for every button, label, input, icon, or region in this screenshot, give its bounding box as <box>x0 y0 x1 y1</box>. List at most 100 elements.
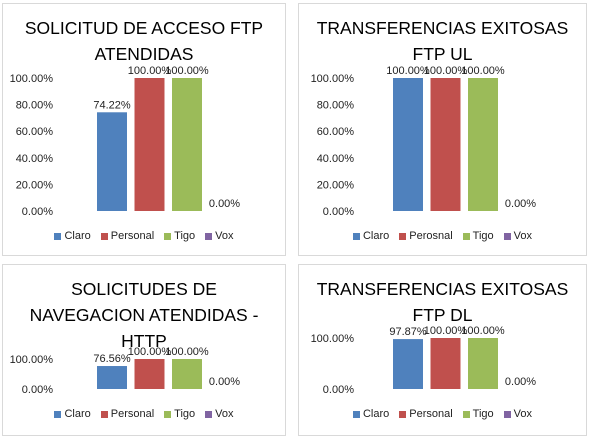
chart-legend: Claro Personal Tigo Vox <box>299 408 586 420</box>
data-label: 100.00% <box>128 65 172 77</box>
legend-item: Vox <box>205 408 234 420</box>
legend-swatch <box>352 410 360 418</box>
chart-title-line: HTTP <box>121 331 167 351</box>
legend-swatch <box>503 232 511 240</box>
chart-title: SOLICITUD DE ACCESO FTP ATENDIDAS <box>3 15 285 67</box>
y-tick-label: 60.00% <box>317 126 355 138</box>
bar-chart: 0.00%100.00%97.87%100.00%100.00%0.00% <box>311 325 537 396</box>
legend-item: Vox <box>503 408 533 420</box>
bar-tigo <box>172 78 202 211</box>
y-tick-label: 0.00% <box>22 206 53 218</box>
legend-label: Tigo <box>472 408 494 420</box>
chart-title-line: TRANSFERENCIAS EXITOSAS <box>316 279 569 299</box>
legend-item: Claro <box>352 408 390 420</box>
data-label: 76.56% <box>93 353 131 365</box>
bar-claro <box>97 366 127 389</box>
chart-title: TRANSFERENCIAS EXITOSAS FTP UL <box>299 15 586 67</box>
chart-title-line: FTP DL <box>412 305 473 325</box>
legend-label: Tigo <box>472 230 494 242</box>
data-label: 0.00% <box>209 198 240 210</box>
data-label: 0.00% <box>505 198 536 210</box>
legend-item: Personal <box>399 408 453 420</box>
legend-item: Claro <box>352 230 389 242</box>
chart-title-line: SOLICITUD DE ACCESO FTP <box>24 18 264 38</box>
legend-item: Personal <box>100 408 155 420</box>
legend-swatch <box>205 232 213 240</box>
legend-label: Personal <box>110 408 155 420</box>
legend-label: Personal <box>409 408 453 420</box>
chart-panel-http: SOLICITUDES DE NAVEGACION ATENDIDAS - HT… <box>2 264 286 436</box>
y-tick-label: 100.00% <box>10 354 54 366</box>
chart-title: SOLICITUDES DE NAVEGACION ATENDIDAS - HT… <box>3 276 285 354</box>
chart-title-line: TRANSFERENCIAS EXITOSAS <box>316 18 569 38</box>
y-tick-label: 80.00% <box>317 100 355 112</box>
y-tick-label: 80.00% <box>16 100 54 112</box>
legend-item: Personal <box>100 230 155 242</box>
data-label: 97.87% <box>389 326 427 338</box>
legend-item: Tigo <box>462 408 494 420</box>
bar-chart: 0.00%20.00%40.00%60.00%80.00%100.00%100.… <box>311 65 537 218</box>
data-label: 100.00% <box>424 65 468 77</box>
legend-label: Personal <box>110 230 155 242</box>
data-label: 100.00% <box>128 346 172 358</box>
y-tick-label: 100.00% <box>311 333 355 345</box>
bar-personal <box>430 338 461 389</box>
y-tick-label: 60.00% <box>16 126 54 138</box>
chart-title-line: SOLICITUDES DE <box>71 279 217 299</box>
legend-swatch <box>352 232 360 240</box>
data-label: 0.00% <box>209 376 240 388</box>
bar-chart: 0.00%100.00% 76.56%100.00%100.00%0.00% <box>10 346 241 396</box>
legend-swatch <box>399 410 407 418</box>
data-label: 100.00% <box>386 65 430 77</box>
legend-label: Tigo <box>174 230 196 242</box>
legend-swatch <box>100 410 108 418</box>
data-label: 100.00% <box>165 65 209 77</box>
chart-panel-ftp-dl: TRANSFERENCIAS EXITOSAS FTP DL 0.00% 100.… <box>298 264 587 436</box>
bar-chart: 0.00% 20.00% 40.00% 60.00% 80.00% 100.00% 74.2… <box>10 65 241 218</box>
legend-swatch <box>462 410 470 418</box>
data-label: 0.00% <box>505 376 536 388</box>
chart-legend: Claro Personal Tigo Vox <box>3 230 285 242</box>
y-tick-label: 0.00% <box>22 384 53 396</box>
legend-label: Tigo <box>174 408 196 420</box>
bar-claro <box>393 339 423 389</box>
chart-title-line: NAVEGACION ATENDIDAS - <box>29 305 259 325</box>
legend-label: Claro <box>64 408 91 420</box>
legend-label: Vox <box>215 230 234 242</box>
legend-swatch <box>54 410 62 418</box>
legend-label: Vox <box>513 230 533 242</box>
data-label: 74.22% <box>93 99 131 111</box>
bar-claro <box>393 78 423 211</box>
legend-label: Vox <box>215 408 234 420</box>
y-tick-label: 20.00% <box>317 179 355 191</box>
bar-tigo <box>468 338 498 389</box>
data-label: 100.00% <box>165 346 209 358</box>
legend-swatch <box>462 232 470 240</box>
legend-swatch <box>399 232 407 240</box>
legend-label: Vox <box>513 408 533 420</box>
chart-title: TRANSFERENCIAS EXITOSAS FTP DL <box>299 276 586 328</box>
data-label: 100.00% <box>424 325 468 337</box>
legend-item: Claro <box>54 230 91 242</box>
y-tick-label: 100.00% <box>311 73 355 85</box>
chart-panel-ftp-access: SOLICITUD DE ACCESO FTP ATENDIDAS 0.00% 2… <box>2 3 286 256</box>
legend-item: Vox <box>205 230 234 242</box>
chart-legend: Claro Perosnal Tigo Vox <box>299 230 586 242</box>
legend-label: Claro <box>64 230 91 242</box>
data-label: 100.00% <box>461 65 505 77</box>
chart-title-line: FTP UL <box>412 44 473 64</box>
legend-item: Claro <box>54 408 91 420</box>
legend-swatch <box>54 232 62 240</box>
legend-item: Vox <box>503 230 533 242</box>
legend-item: Tigo <box>164 230 195 242</box>
chart-legend: Claro Personal Tigo Vox <box>3 408 285 420</box>
legend-label: Claro <box>362 408 390 420</box>
y-tick-label: 0.00% <box>323 206 354 218</box>
bar-claro <box>97 112 127 211</box>
legend-swatch <box>503 410 511 418</box>
y-tick-label: 20.00% <box>16 179 54 191</box>
legend-swatch <box>164 232 172 240</box>
legend-label: Perosnal <box>409 230 453 242</box>
bar-tigo <box>468 78 498 211</box>
legend-item: Perosnal <box>399 230 453 242</box>
